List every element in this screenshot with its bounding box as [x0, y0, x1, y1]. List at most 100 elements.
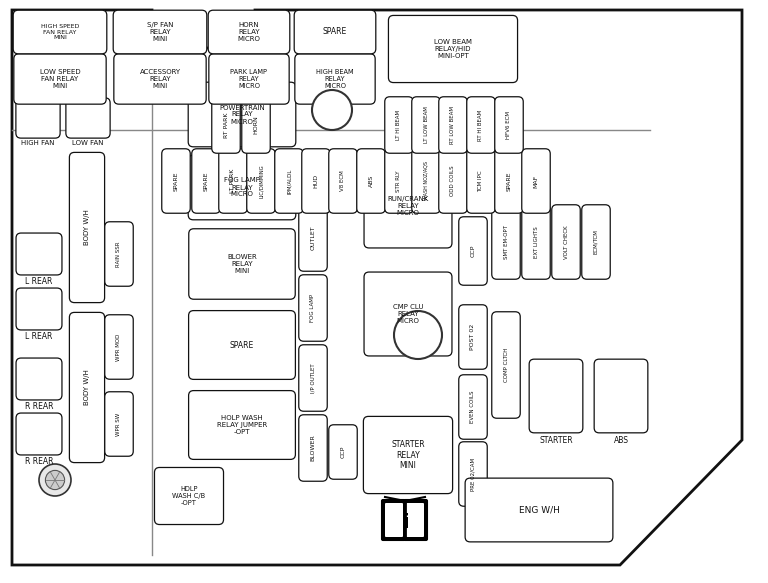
Text: ABS: ABS — [369, 175, 373, 187]
Text: HDLP
WASH C/B
-OPT: HDLP WASH C/B -OPT — [173, 486, 206, 506]
FancyBboxPatch shape — [294, 10, 376, 54]
FancyBboxPatch shape — [406, 503, 424, 537]
Text: FOG LAMP
RELAY
MICRO: FOG LAMP RELAY MICRO — [224, 177, 260, 198]
FancyBboxPatch shape — [188, 82, 296, 147]
FancyBboxPatch shape — [385, 97, 413, 153]
FancyBboxPatch shape — [192, 149, 220, 213]
Text: R REAR: R REAR — [25, 457, 53, 466]
Text: RT PARK: RT PARK — [223, 113, 229, 138]
FancyBboxPatch shape — [492, 312, 520, 418]
FancyBboxPatch shape — [551, 205, 581, 279]
Text: BODY W/H: BODY W/H — [84, 209, 90, 245]
FancyBboxPatch shape — [16, 233, 62, 275]
Text: RT LOW BEAM: RT LOW BEAM — [451, 106, 455, 144]
FancyBboxPatch shape — [582, 205, 611, 279]
FancyBboxPatch shape — [594, 359, 648, 433]
Text: LIC/DIMMING: LIC/DIMMING — [259, 164, 263, 198]
FancyBboxPatch shape — [439, 149, 467, 213]
FancyBboxPatch shape — [302, 149, 330, 213]
FancyBboxPatch shape — [104, 392, 133, 456]
Circle shape — [394, 311, 442, 359]
FancyBboxPatch shape — [14, 54, 106, 104]
Text: HIGH SPEED
FAN RELAY
MINI: HIGH SPEED FAN RELAY MINI — [41, 24, 79, 40]
FancyBboxPatch shape — [467, 97, 495, 153]
FancyBboxPatch shape — [385, 503, 403, 537]
Text: POST 02: POST 02 — [471, 324, 475, 350]
Text: ODD COILS: ODD COILS — [451, 166, 455, 196]
Text: V8 ECM: V8 ECM — [340, 171, 346, 191]
Text: STR RLY: STR RLY — [396, 170, 402, 192]
FancyBboxPatch shape — [69, 152, 104, 303]
Text: ABS: ABS — [614, 436, 628, 445]
FancyBboxPatch shape — [162, 149, 190, 213]
FancyBboxPatch shape — [247, 149, 275, 213]
FancyBboxPatch shape — [329, 425, 357, 479]
FancyBboxPatch shape — [275, 149, 303, 213]
FancyBboxPatch shape — [439, 97, 467, 153]
Text: TCM IPC: TCM IPC — [478, 170, 484, 192]
Text: RT HI BEAM: RT HI BEAM — [478, 110, 484, 141]
Text: S/P FAN
RELAY
MINI: S/P FAN RELAY MINI — [147, 22, 174, 42]
FancyBboxPatch shape — [412, 97, 440, 153]
Text: WPR MOD: WPR MOD — [117, 333, 121, 361]
FancyBboxPatch shape — [329, 149, 357, 213]
Text: RUN/CRANK
RELAY
MICRO: RUN/CRANK RELAY MICRO — [387, 196, 429, 216]
Text: COMP CLTCH: COMP CLTCH — [504, 348, 508, 382]
FancyBboxPatch shape — [188, 155, 296, 220]
Text: FOG LAMP: FOG LAMP — [310, 294, 316, 322]
FancyBboxPatch shape — [16, 288, 62, 330]
FancyBboxPatch shape — [16, 413, 62, 455]
Text: HIGH FAN: HIGH FAN — [22, 140, 55, 146]
Text: SPARE: SPARE — [323, 27, 347, 37]
FancyBboxPatch shape — [404, 500, 427, 540]
Polygon shape — [12, 10, 742, 565]
FancyBboxPatch shape — [299, 275, 327, 341]
FancyBboxPatch shape — [458, 375, 487, 439]
Text: BLOWER: BLOWER — [310, 434, 316, 461]
Text: BODY W/H: BODY W/H — [84, 370, 90, 405]
Text: SPARE: SPARE — [204, 171, 208, 191]
Circle shape — [45, 470, 65, 490]
FancyBboxPatch shape — [66, 98, 110, 138]
FancyBboxPatch shape — [299, 415, 327, 481]
FancyBboxPatch shape — [208, 10, 290, 54]
Text: IPM/ALDL: IPM/ALDL — [286, 168, 292, 194]
Text: HORN
RELAY
MICRO: HORN RELAY MICRO — [237, 22, 260, 42]
FancyBboxPatch shape — [189, 229, 295, 299]
FancyBboxPatch shape — [299, 205, 327, 271]
Circle shape — [39, 464, 71, 496]
Text: RAIN SSR: RAIN SSR — [117, 241, 121, 267]
Text: ACCESSORY
RELAY
MINI: ACCESSORY RELAY MINI — [140, 69, 180, 89]
Text: I/P OUTLET: I/P OUTLET — [310, 363, 316, 393]
Text: i: i — [402, 512, 409, 532]
Text: ECM/TCM: ECM/TCM — [594, 230, 598, 254]
FancyBboxPatch shape — [385, 149, 413, 213]
FancyBboxPatch shape — [357, 149, 386, 213]
Text: LOW FAN: LOW FAN — [72, 140, 104, 146]
FancyBboxPatch shape — [458, 217, 487, 285]
Text: WASH NOZ/AQS: WASH NOZ/AQS — [423, 161, 429, 201]
Text: LT LOW BEAM: LT LOW BEAM — [423, 107, 429, 143]
Text: POWERTRAIN
RELAY
MICRO: POWERTRAIN RELAY MICRO — [219, 104, 265, 125]
Text: L REAR: L REAR — [25, 277, 53, 286]
FancyBboxPatch shape — [113, 10, 207, 54]
Text: PARK LAMP
RELAY
MICRO: PARK LAMP RELAY MICRO — [230, 69, 267, 89]
Text: R REAR: R REAR — [25, 402, 53, 411]
Text: EXT LIGHTS: EXT LIGHTS — [534, 226, 538, 258]
Text: CMP CLU
RELAY
MICRO: CMP CLU RELAY MICRO — [392, 304, 423, 324]
Text: STARTER
RELAY
MINI: STARTER RELAY MINI — [391, 440, 425, 470]
FancyBboxPatch shape — [16, 98, 60, 138]
Text: HFV6 ECM: HFV6 ECM — [507, 111, 511, 139]
FancyBboxPatch shape — [154, 468, 223, 525]
FancyBboxPatch shape — [242, 97, 270, 153]
FancyBboxPatch shape — [219, 149, 247, 213]
FancyBboxPatch shape — [495, 97, 523, 153]
FancyBboxPatch shape — [104, 315, 133, 379]
Circle shape — [312, 90, 352, 130]
FancyBboxPatch shape — [104, 222, 133, 286]
Text: SPARE: SPARE — [507, 171, 511, 191]
FancyBboxPatch shape — [495, 149, 523, 213]
Text: LOW SPEED
FAN RELAY
MINI: LOW SPEED FAN RELAY MINI — [40, 69, 81, 89]
FancyBboxPatch shape — [492, 205, 520, 279]
FancyBboxPatch shape — [364, 164, 452, 248]
